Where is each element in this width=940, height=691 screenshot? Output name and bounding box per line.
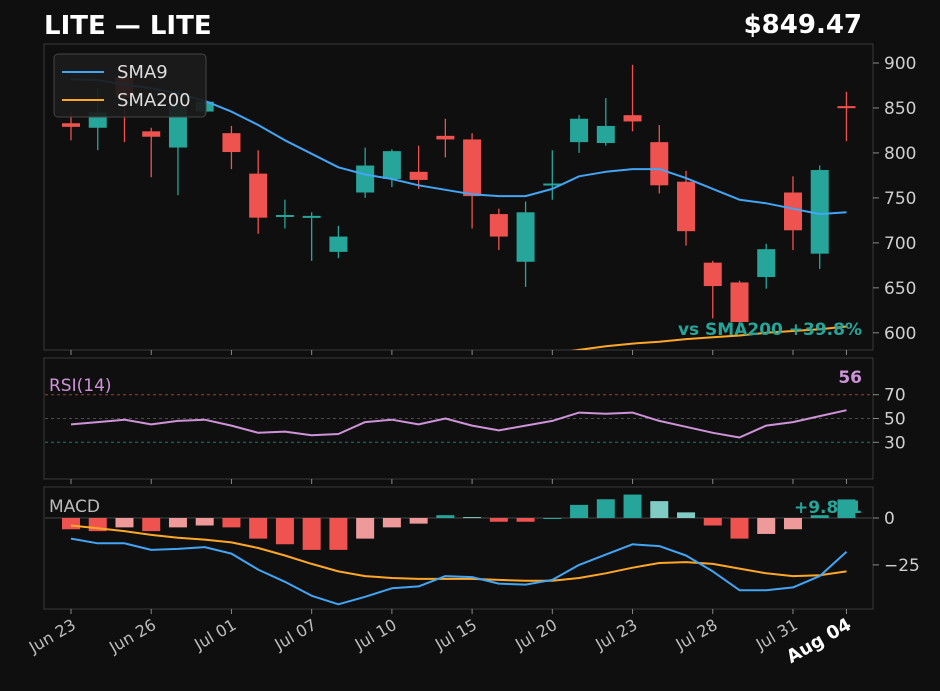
candle-body bbox=[329, 236, 348, 252]
price-tick-label: 700 bbox=[884, 234, 916, 254]
macd-histogram-bar bbox=[837, 499, 856, 518]
candle-body bbox=[275, 214, 294, 217]
rsi-tick-label: 30 bbox=[884, 433, 906, 453]
macd-histogram-bar bbox=[463, 517, 482, 519]
price-tick-label: 900 bbox=[884, 54, 916, 74]
candle-body bbox=[489, 214, 508, 237]
macd-histogram-bar bbox=[436, 515, 455, 518]
candle-body bbox=[62, 123, 80, 127]
candle-body bbox=[249, 173, 268, 218]
candle-body bbox=[570, 118, 589, 143]
macd-signal-line bbox=[70, 524, 847, 582]
macd-histogram-bar bbox=[168, 518, 187, 528]
macd-line bbox=[70, 537, 848, 606]
macd-histogram-bar bbox=[596, 499, 615, 518]
rsi-layer bbox=[70, 409, 847, 439]
price-tick-label: 850 bbox=[884, 99, 916, 119]
candle-body bbox=[810, 170, 829, 254]
candle-body bbox=[650, 142, 669, 186]
candle-body bbox=[142, 131, 161, 137]
price-y-axis: 600 650 700 750 800 850 900 bbox=[873, 54, 916, 344]
macd-histogram-bar bbox=[195, 518, 214, 526]
macd-histogram-bar bbox=[677, 512, 696, 518]
price-panel-frame bbox=[43, 43, 874, 351]
candle-body bbox=[596, 125, 615, 144]
macd-histogram-bar bbox=[249, 518, 268, 539]
legend-sma9-label: SMA9 bbox=[117, 62, 168, 83]
macd-histogram-bar bbox=[142, 518, 161, 532]
candle-body bbox=[703, 262, 722, 287]
candle-body bbox=[356, 165, 375, 193]
rsi-line bbox=[70, 409, 847, 439]
candle-body bbox=[623, 115, 642, 122]
candles bbox=[62, 64, 856, 333]
price-tick-label: 750 bbox=[884, 189, 916, 209]
macd-histogram-bar bbox=[810, 515, 829, 518]
macd-histogram-bar bbox=[623, 494, 642, 518]
macd-label: MACD bbox=[49, 497, 100, 517]
macd-panel-frame bbox=[43, 486, 874, 610]
macd-lines bbox=[70, 524, 848, 606]
price-tick-label: 600 bbox=[884, 324, 916, 344]
macd-histogram-bar bbox=[222, 518, 241, 528]
rsi-last-value: 56 bbox=[838, 368, 862, 388]
candle-body bbox=[730, 282, 749, 323]
macd-histogram bbox=[62, 494, 856, 550]
price-tick-label: 800 bbox=[884, 144, 916, 164]
macd-histogram-bar bbox=[329, 518, 348, 550]
candle-body bbox=[463, 139, 482, 197]
macd-histogram-bar bbox=[703, 518, 722, 526]
current-price: $849.47 bbox=[744, 10, 862, 40]
legend-box bbox=[53, 53, 207, 118]
legend-sma200-label: SMA200 bbox=[117, 90, 191, 111]
macd-histogram-bar bbox=[489, 518, 508, 522]
sma200-annotation: vs SMA200 +39.8% bbox=[678, 320, 862, 340]
rsi-reference-lines: 30 50 70 bbox=[45, 386, 906, 453]
macd-histogram-bar bbox=[62, 518, 80, 530]
macd-histogram-bar bbox=[783, 518, 802, 530]
candle-body bbox=[757, 249, 776, 278]
macd-last-value: +9.891 bbox=[794, 498, 862, 518]
macd-histogram-bar bbox=[382, 518, 401, 528]
macd-histogram-bar bbox=[302, 518, 321, 550]
macd-histogram-bar bbox=[543, 518, 562, 519]
macd-histogram-bar bbox=[570, 504, 589, 518]
macd-histogram-bar bbox=[516, 518, 535, 522]
price-tick-label: 650 bbox=[884, 279, 916, 299]
rsi-label: RSI(14) bbox=[49, 376, 112, 396]
macd-histogram-bar bbox=[356, 518, 375, 539]
sma200-line bbox=[570, 325, 847, 350]
rsi-tick-label: 50 bbox=[884, 410, 906, 430]
legend: SMA9 SMA200 bbox=[53, 53, 207, 118]
candle-body bbox=[783, 192, 802, 231]
macd-histogram-bar bbox=[757, 518, 776, 534]
candle-body bbox=[222, 133, 241, 153]
chart-title: LITE — LITE bbox=[44, 11, 212, 41]
candle-body bbox=[543, 183, 562, 186]
candle-body bbox=[436, 135, 455, 140]
macd-tick-label: 0 bbox=[884, 509, 895, 529]
rsi-tick-label: 70 bbox=[884, 386, 906, 406]
macd-histogram-bar bbox=[275, 518, 294, 545]
candle-body bbox=[837, 106, 856, 109]
candle-body bbox=[409, 171, 428, 180]
macd-histogram-bar bbox=[409, 518, 428, 524]
candle-body bbox=[382, 151, 401, 180]
macd-histogram-bar bbox=[730, 518, 749, 539]
macd-tick-label: −25 bbox=[884, 556, 920, 576]
candle-body bbox=[302, 215, 321, 218]
candle-body bbox=[677, 181, 696, 232]
macd-histogram-bar bbox=[650, 501, 669, 518]
candle-body bbox=[516, 212, 535, 262]
sma200-layer bbox=[570, 325, 847, 350]
macd-histogram-bar bbox=[115, 518, 134, 528]
